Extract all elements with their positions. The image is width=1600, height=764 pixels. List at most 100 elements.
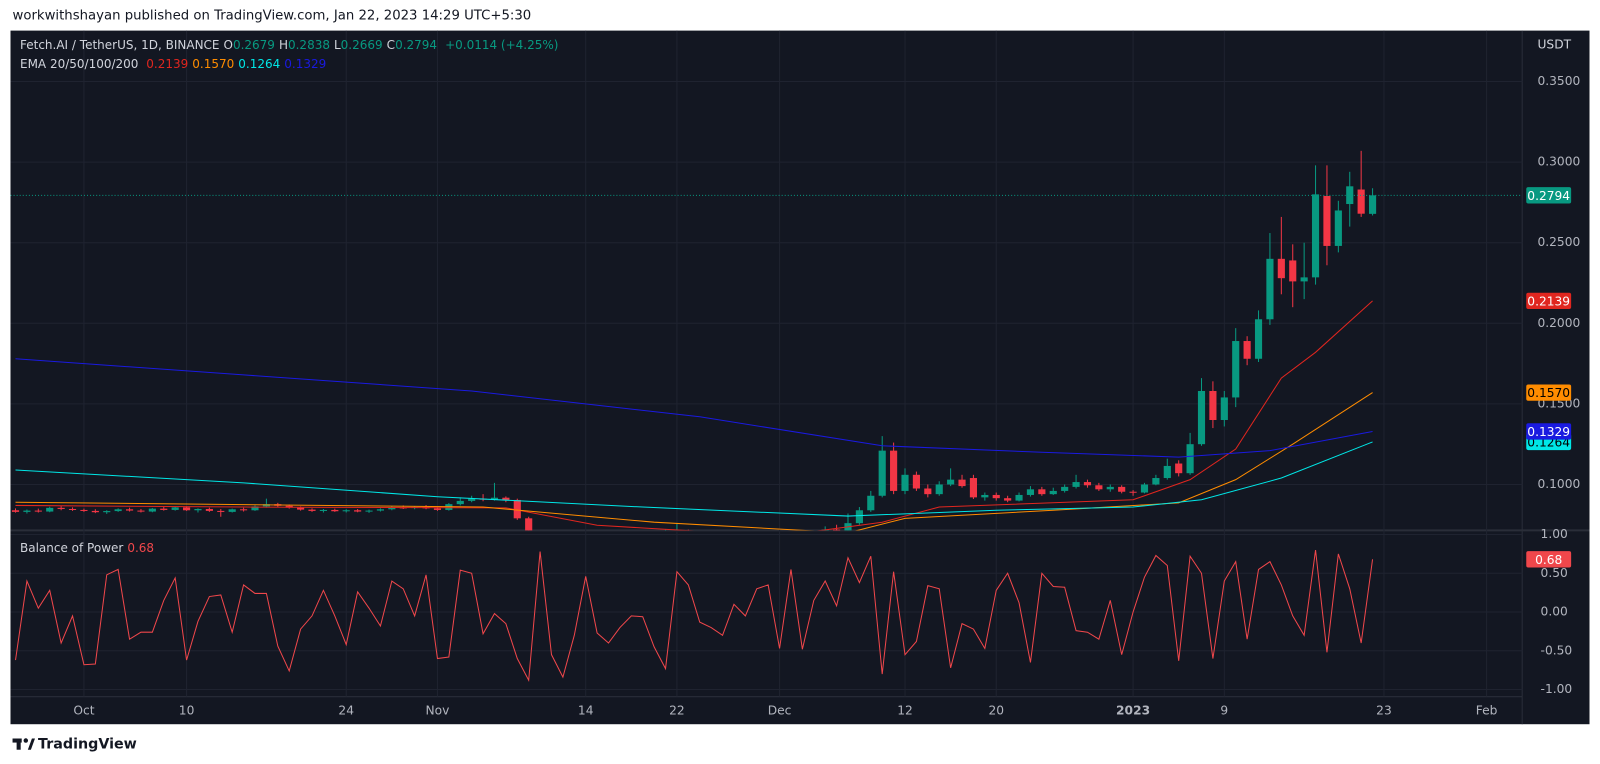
quote-value: 0.2679 [232,38,275,52]
candle-body [1243,341,1251,359]
candle-body [183,507,191,511]
candle-body [23,510,31,512]
candle-body [433,508,442,510]
candle-body [912,474,920,489]
candle-body [924,488,932,495]
candle-body [1220,397,1228,421]
y-tick-label: 0.50 [1541,566,1568,580]
ema-line [15,441,1373,517]
candle-body [160,508,168,510]
price-tag-bg [1526,187,1572,204]
ema-value: 0.1264 [238,57,281,71]
bop-tag: 0.68 [1535,553,1562,567]
candle-body [1368,195,1377,214]
change: +0.0114 (+4.25%) [445,38,559,52]
candle-body [1038,489,1046,495]
y-tick-label: -0.50 [1541,643,1573,657]
candle-body [80,509,88,511]
candle-body [1186,444,1194,474]
candle-body [855,510,863,524]
x-tick-label: 24 [338,703,354,717]
candle-body [1004,498,1012,501]
ema-line [15,300,1373,531]
candle-body [1152,478,1160,485]
y-tick-label: 0.3000 [1537,155,1580,169]
candle-body [365,510,373,512]
candle-body [1266,258,1274,320]
candle-body [68,508,77,510]
ema-tag-bg [1526,423,1572,440]
x-tick-label: 2023 [1116,703,1150,717]
candle-body [1254,319,1263,359]
candle-body [171,507,179,510]
publisher: workwithshayan published on TradingView.… [13,8,532,23]
y-tick-label: 0.1000 [1537,477,1580,491]
candle-body [490,497,499,500]
candle-body [1049,490,1057,495]
candle-body [354,510,362,512]
candle-body [388,507,396,510]
candle-body [456,500,464,505]
candle-body [1300,277,1308,282]
candle-body [901,474,909,491]
bop-tag-bg [1526,551,1572,568]
candle-body [468,498,476,501]
quote-label: H [278,38,288,52]
candle-body [1346,186,1354,205]
candle-body [342,510,350,512]
y-tick-label: 0.2000 [1537,316,1580,330]
candle-body [103,511,111,513]
candle-body [137,510,145,512]
candle-body [1129,491,1137,493]
x-tick-label: Feb [1476,703,1498,717]
candle-body [1334,210,1342,246]
candle-body [1083,482,1092,486]
ema-line [15,358,1373,458]
candle-body [1015,494,1023,501]
candle-body [297,507,305,510]
logo [12,738,35,750]
candle-body [194,508,202,511]
bop-legend: Balance of Power 0.68 [20,541,158,555]
symbol: Fetch.AI / TetherUS, 1D, BINANCE [20,38,220,52]
candle-body [525,518,533,531]
quote-label: L [333,38,341,52]
candle-body [11,510,20,512]
x-tick-label: Oct [73,703,94,717]
candle-body [46,507,54,512]
ema-value: 0.1570 [192,57,235,71]
quote: O0.2679 H0.2838 L0.2669 C0.2794 [224,38,442,52]
candle-body [1140,484,1149,493]
x-tick-label: 14 [578,703,594,717]
ema-tag: 0.2139 [1527,294,1570,308]
candle-body [833,529,841,531]
candle-body [1061,486,1069,491]
ema-line [15,392,1373,531]
candle-body [1357,189,1365,214]
candle-body [125,509,134,511]
candle-body [114,509,122,512]
candle-body [1197,390,1206,445]
y-tick-label: -1.00 [1541,682,1573,696]
candle-body [1232,341,1240,398]
candle-body [1323,195,1331,246]
chart-background [10,30,1590,725]
quote-value: 0.2794 [395,38,438,52]
candle-body [240,509,248,511]
candle-body [502,497,510,500]
candle-body [1289,260,1297,282]
ema-value: 0.1329 [284,57,327,71]
candle-body [1163,465,1171,479]
quote-value: 0.2838 [287,38,330,52]
candle-body [890,450,898,491]
quote-label: C [386,38,396,52]
candle-body [1277,258,1285,279]
candle-body [992,494,1000,499]
candle-body [981,494,989,498]
indicator-legend: EMA 20/50/100/200 0.2139 0.1570 0.1264 0.13… [20,57,330,71]
candle-body [1026,489,1035,495]
x-tick-label: Nov [426,703,450,717]
x-tick-label: 12 [897,703,913,717]
symbol-legend: Fetch.AI / TetherUS, 1D, BINANCE O0.2679 H… [20,38,562,52]
